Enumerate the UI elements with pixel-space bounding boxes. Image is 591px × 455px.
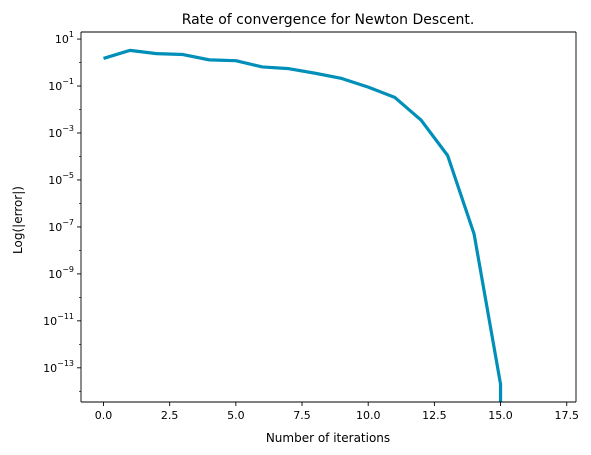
y-tick-label: 10−3 bbox=[48, 124, 74, 140]
y-tick-label: 10−5 bbox=[48, 171, 74, 187]
y-tick-base: 10 bbox=[55, 33, 69, 46]
y-tick-exponent: −3 bbox=[62, 124, 74, 133]
x-tick-label: 5.0 bbox=[227, 409, 245, 422]
y-tick-base: 10 bbox=[48, 174, 62, 187]
y-tick-exponent: 1 bbox=[69, 30, 74, 39]
series-line-0 bbox=[103, 48, 503, 402]
y-tick-label: 10−7 bbox=[48, 218, 74, 234]
y-axis-label: Log(|error|) bbox=[11, 186, 25, 254]
x-tick-label: 7.5 bbox=[293, 409, 311, 422]
x-axis: 0.0 2.5 5.0 7.5 10.0 12.5 15.0 17.5 bbox=[95, 402, 579, 422]
plot-area bbox=[80, 31, 577, 403]
x-tick-label: 2.5 bbox=[161, 409, 179, 422]
y-tick-label: 10−9 bbox=[48, 265, 74, 281]
y-tick-base: 10 bbox=[48, 127, 62, 140]
y-tick-label: 10−1 bbox=[48, 77, 74, 93]
y-tick-label: 10−13 bbox=[43, 359, 74, 375]
y-tick-base: 10 bbox=[48, 221, 62, 234]
y-tick-exponent: −5 bbox=[62, 171, 74, 180]
x-tick-label: 15.0 bbox=[488, 409, 513, 422]
y-tick-label: 101 bbox=[55, 30, 74, 46]
y-tick-exponent: −7 bbox=[62, 218, 74, 227]
y-tick-base: 10 bbox=[48, 80, 62, 93]
y-tick-base: 10 bbox=[43, 362, 57, 375]
y-tick-exponent: −11 bbox=[57, 312, 74, 321]
x-tick-label: 0.0 bbox=[95, 409, 113, 422]
plot-background bbox=[81, 32, 576, 402]
y-tick-exponent: −9 bbox=[62, 265, 74, 274]
x-tick-label: 10.0 bbox=[356, 409, 381, 422]
y-tick-base: 10 bbox=[48, 268, 62, 281]
chart-title: Rate of convergence for Newton Descent. bbox=[182, 12, 475, 28]
y-tick-base: 10 bbox=[43, 315, 57, 328]
y-tick-label: 10−11 bbox=[43, 312, 74, 328]
y-tick-exponent: −1 bbox=[62, 77, 74, 86]
x-tick-label: 12.5 bbox=[422, 409, 447, 422]
y-tick-exponent: −13 bbox=[57, 359, 74, 368]
x-tick-label: 17.5 bbox=[554, 409, 579, 422]
x-axis-label: Number of iterations bbox=[266, 431, 390, 445]
